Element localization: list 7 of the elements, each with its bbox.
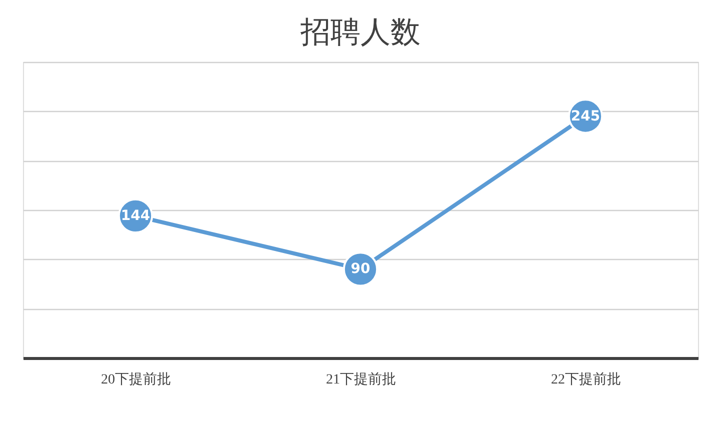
chart-title: 招聘人数 <box>300 15 420 50</box>
data-label: 144 <box>120 208 150 224</box>
data-label: 90 <box>350 261 370 278</box>
x-tick-label: 21下提前批 <box>326 372 396 388</box>
data-label: 245 <box>570 108 600 124</box>
x-tick-label: 20下提前批 <box>101 372 171 388</box>
x-tick-label: 22下提前批 <box>551 372 621 388</box>
